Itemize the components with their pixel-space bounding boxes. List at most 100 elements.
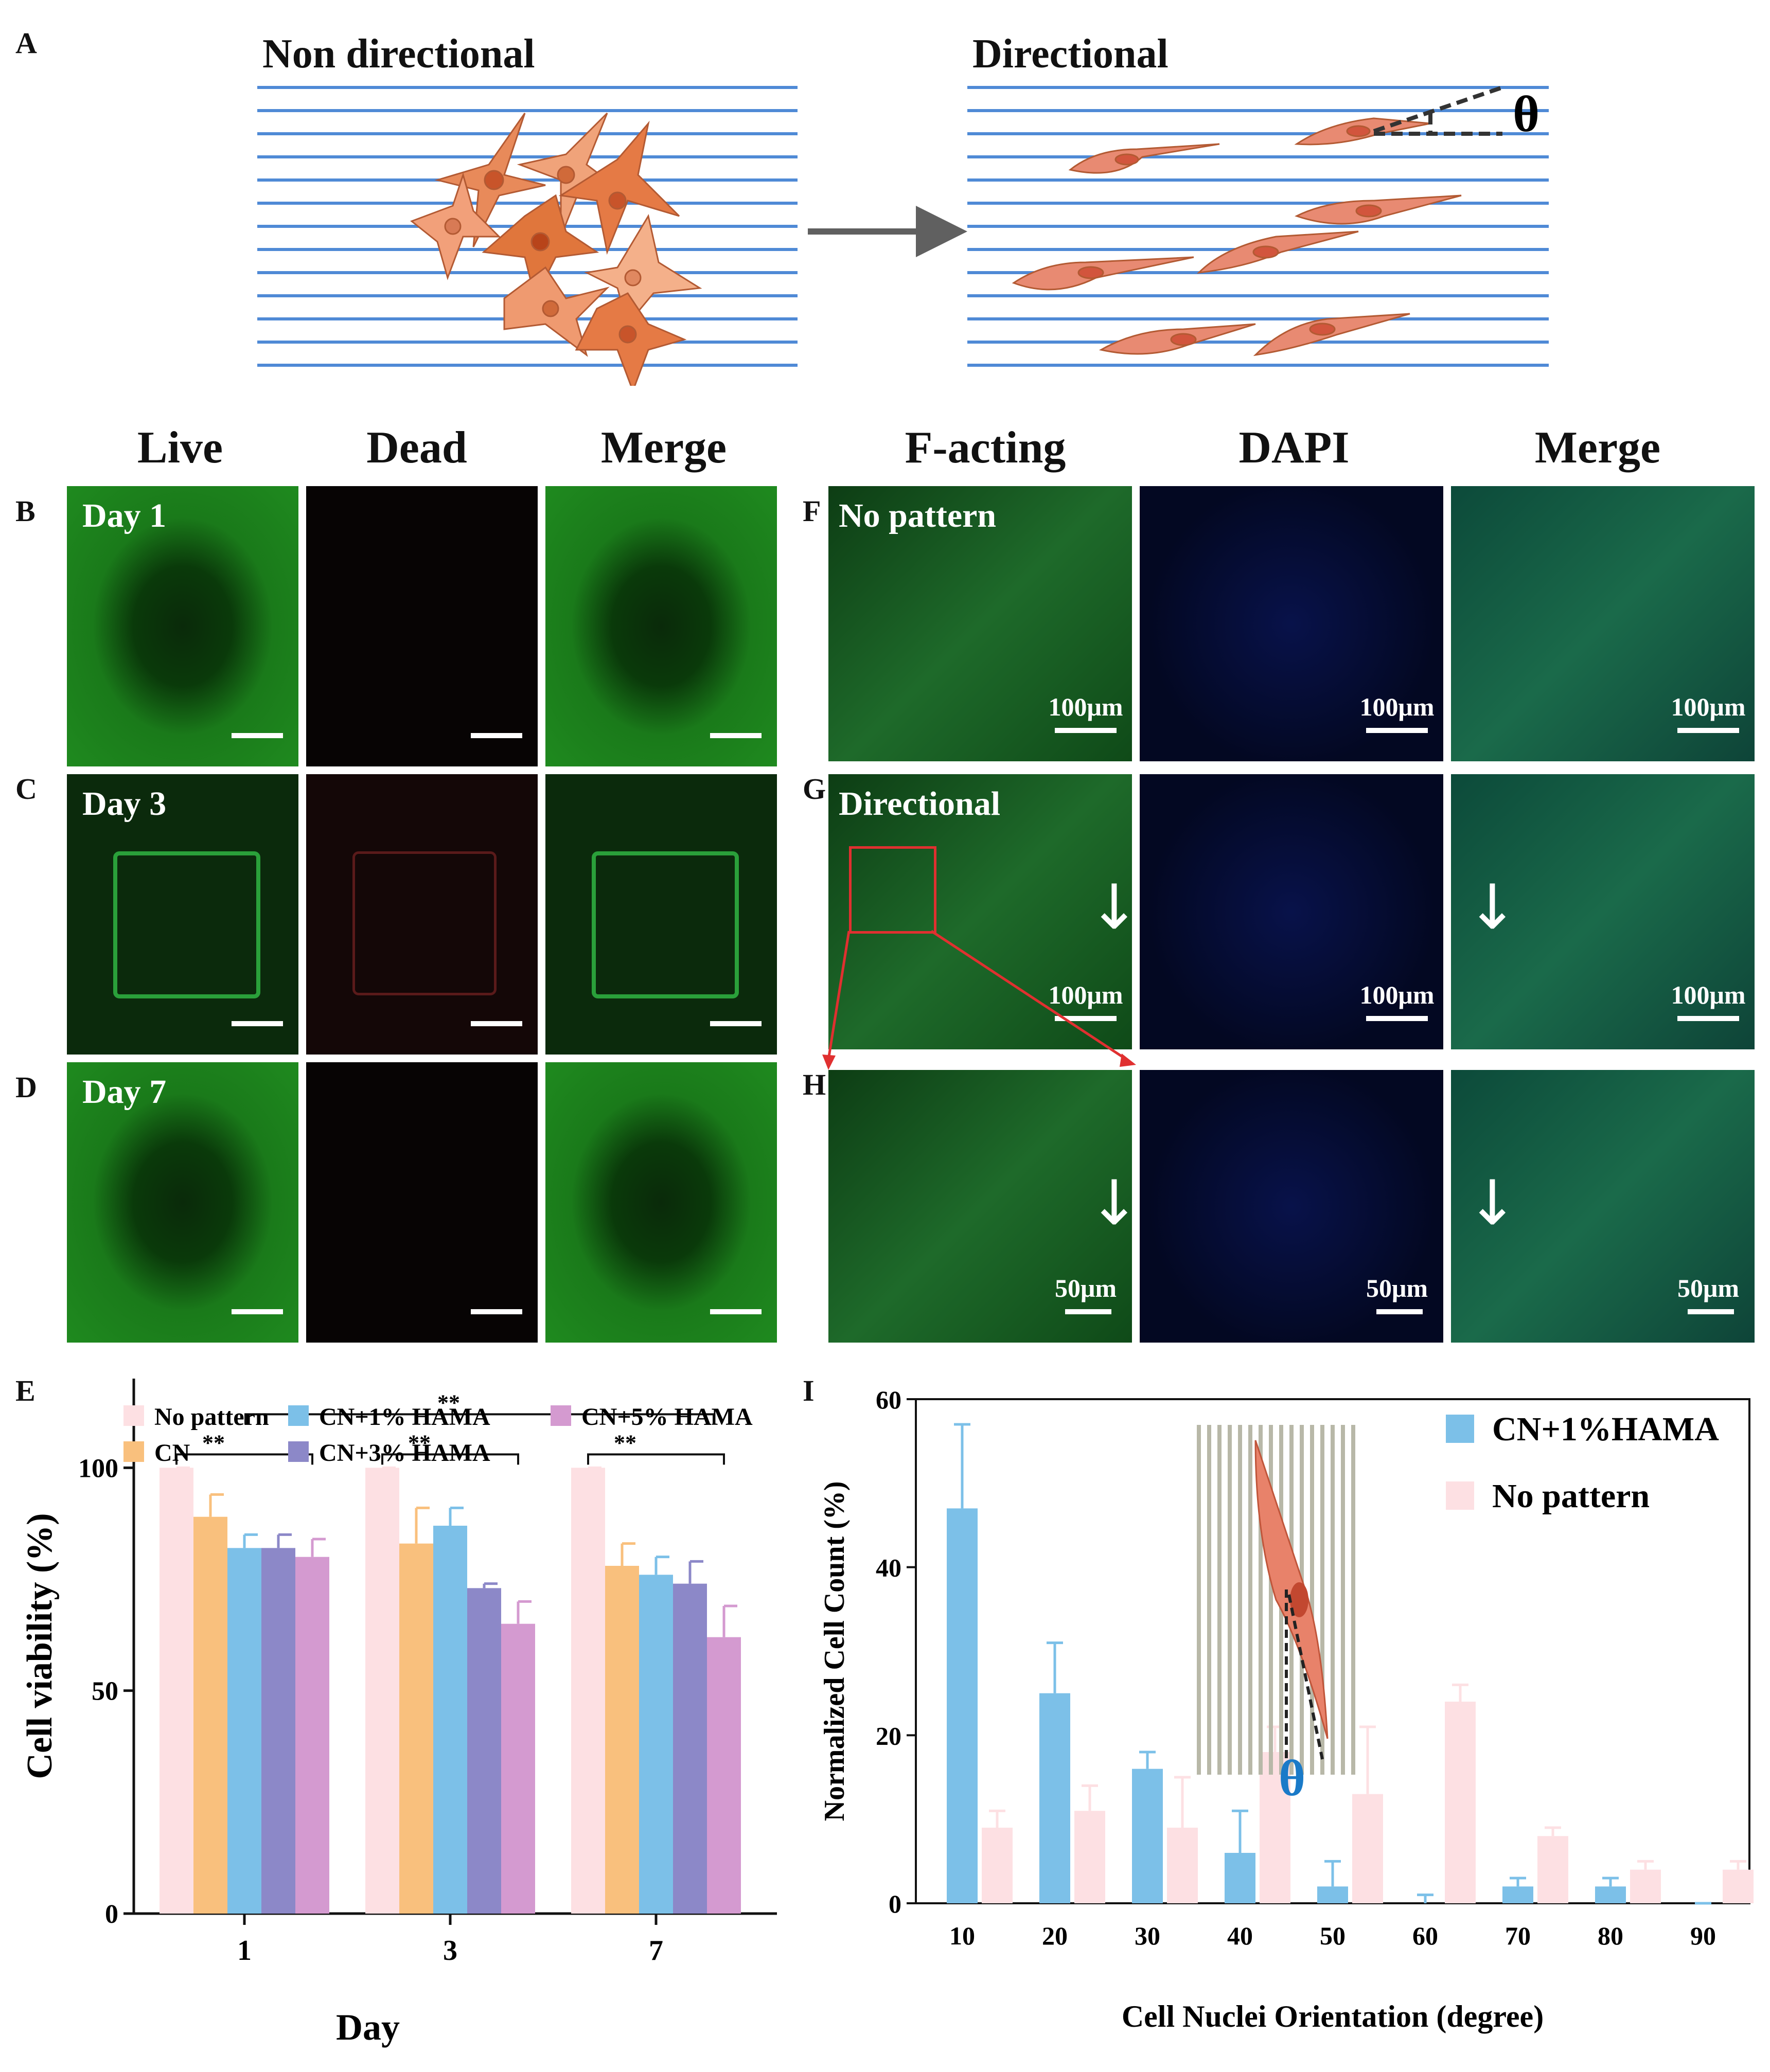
schematic-left-title: Non directional	[262, 31, 535, 77]
scale-bar	[1688, 1309, 1734, 1314]
directional-diagram: θ	[967, 85, 1549, 367]
legend-label: CN+3% HAMA	[319, 1439, 490, 1467]
scale-label: 100μm	[1671, 980, 1746, 1009]
bar	[605, 1566, 639, 1914]
day-label-3: Day 3	[82, 785, 167, 823]
legend-label: CN	[154, 1439, 190, 1467]
scale-bar	[710, 733, 762, 738]
row-label-no-pattern: No pattern	[839, 497, 997, 534]
image-dead-day7	[306, 1062, 538, 1343]
down-arrow-icon: ↓	[1088, 872, 1132, 943]
bar	[1317, 1886, 1348, 1903]
scale-bar	[232, 1021, 283, 1026]
scale-bar	[710, 1309, 762, 1314]
bar	[1595, 1886, 1626, 1903]
image-factin-nopattern: No pattern 100μm	[828, 486, 1132, 761]
x-tick-label: 1	[237, 1935, 252, 1967]
bar	[947, 1508, 978, 1903]
scale-bar	[1677, 728, 1739, 733]
scale-bar	[1055, 728, 1117, 733]
image-dapi-nopattern: 100μm	[1140, 486, 1443, 761]
row-label-directional: Directional	[839, 785, 1001, 823]
bar	[1074, 1811, 1105, 1903]
legend-swatch	[1446, 1415, 1474, 1443]
bar	[501, 1623, 535, 1914]
x-tick-label: 50	[1320, 1921, 1346, 1950]
image-dapi-zoom: 50μm	[1140, 1070, 1443, 1343]
y-tick-label: 40	[876, 1553, 901, 1582]
schematic-non-directional: Non directional	[257, 31, 803, 386]
x-tick-label: 7	[649, 1935, 663, 1967]
x-tick-label: 60	[1412, 1921, 1438, 1950]
legend-swatch	[551, 1405, 571, 1426]
legend-swatch	[123, 1405, 144, 1426]
panel-label-g: G	[803, 772, 826, 806]
y-tick-label: 100	[78, 1454, 118, 1483]
image-merge-directional: ↓ 100μm	[1451, 774, 1755, 1049]
scale-bar	[471, 1021, 522, 1026]
panel-label-f: F	[803, 494, 821, 528]
col-title-dapi: DAPI	[1238, 423, 1350, 473]
significance-bracket	[381, 1453, 519, 1465]
day-label-1: Day 1	[82, 497, 167, 534]
y-axis-label: Cell viability (%)	[20, 1513, 60, 1779]
col-title-merge-2: Merge	[1534, 423, 1661, 473]
x-tick-label: 20	[1042, 1921, 1068, 1950]
legend-label: No pattern	[154, 1403, 269, 1431]
bar	[1723, 1869, 1754, 1903]
scale-bar	[710, 1021, 762, 1026]
y-tick-label: 0	[889, 1889, 901, 1918]
bar	[982, 1828, 1013, 1903]
significance-label: **	[614, 1430, 636, 1455]
significance-label: **	[202, 1430, 225, 1455]
image-merge-nopattern: 100μm	[1451, 486, 1755, 761]
bar	[1352, 1794, 1383, 1903]
scale-bar	[1366, 728, 1428, 733]
bar	[399, 1543, 433, 1914]
scale-bar	[1065, 1309, 1111, 1314]
y-axis-label: Normalized Cell Count (%)	[819, 1481, 851, 1821]
scale-label: 50μm	[1366, 1274, 1428, 1302]
panel-label-i: I	[803, 1374, 815, 1407]
image-factin-zoom: ↓ 50μm	[828, 1070, 1132, 1343]
legend-swatch	[288, 1441, 309, 1462]
bar	[1537, 1836, 1568, 1903]
x-axis-label: Cell Nuclei Orientation (degree)	[1122, 1999, 1544, 2033]
x-tick-label: 30	[1135, 1921, 1160, 1950]
bar	[571, 1468, 605, 1914]
chart-orientation: 0 20 40 60 Normalized Cell Count (%) Cell Nuc…	[819, 1385, 1754, 2033]
legend-swatch	[123, 1441, 144, 1462]
transition-arrow-icon	[808, 206, 967, 257]
scale-bar	[232, 1309, 283, 1314]
scale-bar	[471, 1309, 522, 1314]
bar	[227, 1548, 261, 1914]
scale-bar	[1376, 1309, 1423, 1314]
schematic-directional: Directional	[967, 31, 1564, 386]
significance-label: **	[408, 1430, 431, 1455]
scale-label: 50μm	[1677, 1274, 1739, 1302]
bar	[433, 1526, 467, 1914]
image-merge-day3	[545, 774, 777, 1055]
x-tick-label: 40	[1227, 1921, 1253, 1950]
image-live-day1: Day 1	[67, 486, 298, 766]
x-axis-label: Day	[336, 2007, 400, 2048]
panel-label-b: B	[15, 494, 36, 528]
inset-nucleus	[1290, 1582, 1308, 1617]
image-dapi-directional: 100μm	[1140, 774, 1443, 1049]
x-tick-label: 70	[1505, 1921, 1531, 1950]
bar	[295, 1557, 329, 1914]
y-tick-label: 60	[876, 1385, 901, 1414]
col-title-live: Live	[137, 423, 223, 473]
bar	[1445, 1702, 1476, 1903]
zoom-lines	[822, 930, 1136, 1070]
scale-bar	[1366, 1016, 1428, 1021]
inset-cell-axis	[1287, 1594, 1324, 1760]
significance-bracket	[175, 1453, 313, 1465]
scale-label: 100μm	[1359, 692, 1435, 721]
down-arrow-icon: ↓	[1466, 1168, 1518, 1239]
zoom-region-box	[849, 846, 936, 934]
col-title-dead: Dead	[366, 423, 467, 473]
panel-label-h: H	[803, 1068, 826, 1101]
bar	[673, 1583, 707, 1914]
